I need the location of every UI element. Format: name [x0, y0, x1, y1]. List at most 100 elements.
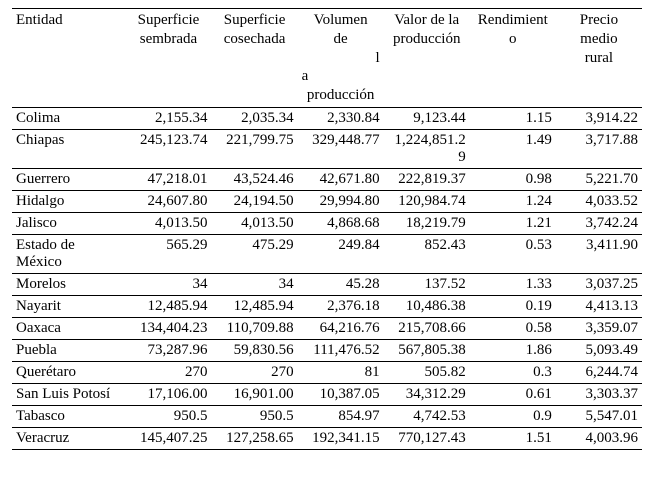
col-header-precio: Precio medio rural: [556, 9, 642, 108]
cell-value: 329,448.77: [298, 129, 384, 168]
cell-value: 73,287.96: [125, 339, 211, 361]
cell-value: 5,221.70: [556, 168, 642, 190]
table-row: Puebla73,287.9659,830.56111,476.52567,80…: [12, 339, 642, 361]
cell-value: 1.15: [470, 107, 556, 129]
cell-value: 34: [212, 273, 298, 295]
header-text: Volumen: [302, 11, 380, 30]
header-text: Precio: [560, 11, 638, 30]
table-row: Estado de México565.29475.29249.84852.43…: [12, 234, 642, 273]
cell-value: 950.5: [212, 405, 298, 427]
cell-value: 2,330.84: [298, 107, 384, 129]
cell-value: 110,709.88: [212, 317, 298, 339]
col-header-entidad: Entidad: [12, 9, 125, 108]
cell-value: 42,671.80: [298, 168, 384, 190]
cell-value: 47,218.01: [125, 168, 211, 190]
table-row: San Luis Potosí17,106.0016,901.0010,387.…: [12, 383, 642, 405]
cell-value: 3,742.24: [556, 212, 642, 234]
cell-value: 127,258.65: [212, 427, 298, 449]
header-text: cosechada: [216, 30, 294, 49]
cell-value: 111,476.52: [298, 339, 384, 361]
col-header-rendimiento: Rendimient o: [470, 9, 556, 108]
cell-value: 0.9: [470, 405, 556, 427]
cell-value: 59,830.56: [212, 339, 298, 361]
cell-entidad: Puebla: [12, 339, 125, 361]
cell-value: 270: [212, 361, 298, 383]
cell-value: 222,819.37: [384, 168, 470, 190]
header-text: de: [302, 30, 380, 49]
cell-value: 64,216.76: [298, 317, 384, 339]
cell-value: 10,486.38: [384, 295, 470, 317]
cell-value: 1.51: [470, 427, 556, 449]
table-row: Colima2,155.342,035.342,330.849,123.441.…: [12, 107, 642, 129]
cell-value: 16,901.00: [212, 383, 298, 405]
cell-value: 9,123.44: [384, 107, 470, 129]
cell-value: 5,093.49: [556, 339, 642, 361]
cell-value: 854.97: [298, 405, 384, 427]
cell-entidad: Nayarit: [12, 295, 125, 317]
table-row: Chiapas245,123.74221,799.75329,448.771,2…: [12, 129, 642, 168]
cell-value: 215,708.66: [384, 317, 470, 339]
cell-value: 0.3: [470, 361, 556, 383]
cell-value: 4,033.52: [556, 190, 642, 212]
cell-entidad: Estado de México: [12, 234, 125, 273]
cell-value: 34: [125, 273, 211, 295]
cell-value: 45.28: [298, 273, 384, 295]
col-header-sup-sembrada: Superficie sembrada: [125, 9, 211, 108]
col-header-volumen: Volumen de l a producción: [298, 9, 384, 108]
cell-entidad: Hidalgo: [12, 190, 125, 212]
cell-value: 950.5: [125, 405, 211, 427]
table-header-row: Entidad Superficie sembrada Superficie c…: [12, 9, 642, 108]
cell-value: 565.29: [125, 234, 211, 273]
cell-entidad: Tabasco: [12, 405, 125, 427]
cell-value: 6,244.74: [556, 361, 642, 383]
cell-value: 3,303.37: [556, 383, 642, 405]
header-text: sembrada: [129, 30, 207, 49]
cell-value: 505.82: [384, 361, 470, 383]
cell-value: 3,037.25: [556, 273, 642, 295]
table-row: Tabasco950.5950.5854.974,742.530.95,547.…: [12, 405, 642, 427]
cell-value: 192,341.15: [298, 427, 384, 449]
header-text: a: [302, 67, 380, 86]
header-text: Superficie: [129, 11, 207, 30]
cell-value: 17,106.00: [125, 383, 211, 405]
table-row: Querétaro27027081505.820.36,244.74: [12, 361, 642, 383]
cell-entidad: Jalisco: [12, 212, 125, 234]
table-row: Morelos343445.28137.521.333,037.25: [12, 273, 642, 295]
cell-value: 4,413.13: [556, 295, 642, 317]
cell-value: 2,376.18: [298, 295, 384, 317]
cell-entidad: Veracruz: [12, 427, 125, 449]
cell-value: 770,127.43: [384, 427, 470, 449]
header-text: rural: [560, 49, 638, 68]
col-header-sup-cosechada: Superficie cosechada: [212, 9, 298, 108]
header-text: producción: [388, 30, 466, 49]
cell-value: 4,013.50: [212, 212, 298, 234]
header-text: Superficie: [216, 11, 294, 30]
cell-value: 1.33: [470, 273, 556, 295]
cell-value: 1,224,851.29: [384, 129, 470, 168]
header-text: producción: [302, 86, 380, 105]
cell-entidad: Colima: [12, 107, 125, 129]
header-text: l: [302, 49, 380, 68]
cell-value: 3,717.88: [556, 129, 642, 168]
col-header-valor: Valor de la producción: [384, 9, 470, 108]
cell-value: 249.84: [298, 234, 384, 273]
cell-value: 24,607.80: [125, 190, 211, 212]
cell-entidad: Morelos: [12, 273, 125, 295]
cell-value: 120,984.74: [384, 190, 470, 212]
table-row: Jalisco4,013.504,013.504,868.6818,219.79…: [12, 212, 642, 234]
cell-value: 475.29: [212, 234, 298, 273]
cell-value: 29,994.80: [298, 190, 384, 212]
cell-value: 245,123.74: [125, 129, 211, 168]
table-row: Guerrero47,218.0143,524.4642,671.80222,8…: [12, 168, 642, 190]
cell-value: 1.49: [470, 129, 556, 168]
cell-value: 4,013.50: [125, 212, 211, 234]
cell-value: 1.86: [470, 339, 556, 361]
cell-value: 4,003.96: [556, 427, 642, 449]
cell-entidad: San Luis Potosí: [12, 383, 125, 405]
cell-value: 134,404.23: [125, 317, 211, 339]
header-text: Valor de la: [388, 11, 466, 30]
header-text: o: [474, 30, 552, 49]
cell-value: 2,155.34: [125, 107, 211, 129]
cell-value: 43,524.46: [212, 168, 298, 190]
table-row: Nayarit12,485.9412,485.942,376.1810,486.…: [12, 295, 642, 317]
